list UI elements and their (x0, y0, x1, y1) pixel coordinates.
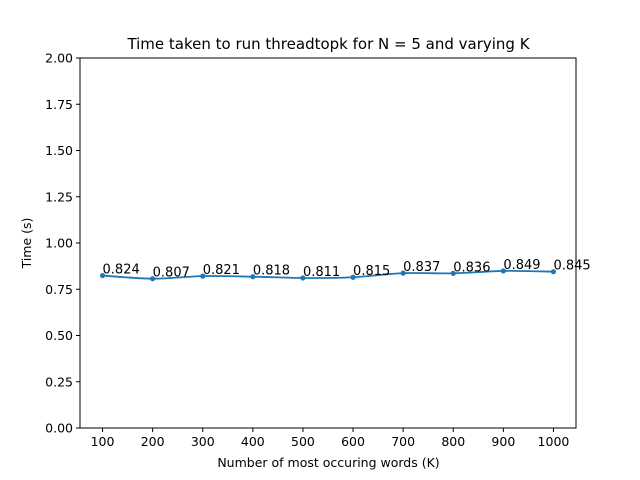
y-tick-label: 0.00 (45, 421, 73, 436)
data-labels: 0.824 0.807 0.821 0.818 0.811 0.815 0.837 0.836… (103, 258, 591, 281)
data-label: 0.849 (503, 258, 540, 273)
x-tick-label: 300 (191, 434, 215, 449)
series-line (102, 269, 554, 280)
x-tick-label: 200 (141, 434, 165, 449)
data-label: 0.811 (303, 265, 340, 280)
chart-title: Time taken to run threadtopk for N = 5 a… (126, 35, 530, 53)
y-tick-label: 0.50 (45, 328, 73, 343)
y-tick-label: 2.00 (45, 51, 73, 66)
y-axis-label: Time (s) (19, 218, 34, 270)
x-tick-label: 100 (91, 434, 115, 449)
data-point (450, 270, 456, 276)
data-point (400, 270, 406, 276)
data-label: 0.845 (553, 259, 590, 274)
x-tick-label: 700 (391, 434, 415, 449)
y-tick-label: 0.75 (45, 282, 73, 297)
y-tick-label: 1.75 (45, 97, 73, 112)
data-point (99, 272, 106, 279)
axis-ticks: 100 200 300 400 500 600 700 800 900 1000 0.00 0.25 0… (45, 51, 569, 450)
x-tick-label: 500 (291, 434, 315, 449)
x-tick-label: 1000 (538, 434, 570, 449)
x-tick-label: 400 (241, 434, 265, 449)
y-tick-label: 1.00 (45, 236, 73, 251)
series-layer (99, 268, 557, 282)
data-label: 0.824 (103, 263, 140, 278)
data-label: 0.821 (203, 263, 240, 278)
data-label: 0.836 (453, 260, 490, 275)
data-point (550, 269, 557, 275)
y-tick-label: 1.25 (45, 189, 73, 204)
data-point (300, 275, 306, 281)
y-tick-label: 1.50 (45, 143, 73, 158)
data-point (500, 268, 506, 274)
data-point (250, 274, 256, 280)
x-tick-label: 800 (441, 434, 465, 449)
data-label: 0.818 (253, 264, 290, 279)
x-axis-label: Number of most occuring words (K) (217, 455, 439, 470)
x-tick-label: 900 (491, 434, 515, 449)
data-point (150, 276, 156, 282)
data-label: 0.807 (153, 266, 190, 281)
data-point (350, 274, 356, 280)
data-point (200, 273, 206, 279)
data-label: 0.837 (403, 260, 440, 275)
x-tick-label: 600 (341, 434, 365, 449)
data-label: 0.815 (353, 264, 390, 279)
plot-frame (79, 57, 577, 429)
y-tick-label: 0.25 (45, 374, 73, 389)
